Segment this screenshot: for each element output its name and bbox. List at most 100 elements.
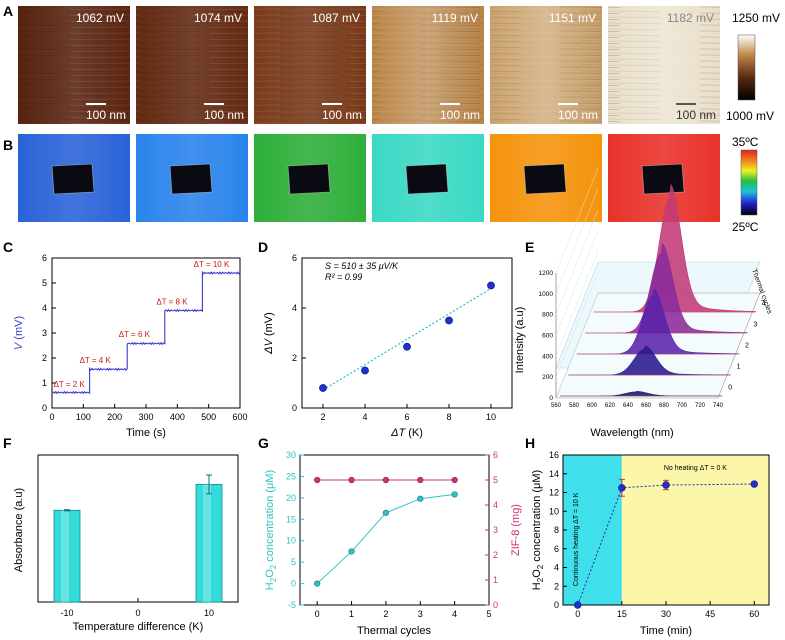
panel-letter-f: F (3, 435, 12, 451)
afm-tile-row: 1062 mV 100 nm 1074 mV 100 nm 1087 mV 100 nm 1… (18, 6, 720, 124)
y-tick-label: 4 (42, 303, 47, 313)
y-right-tick-label: 3 (493, 525, 498, 535)
y-tick-label: 4 (554, 563, 559, 573)
temp-colorbar-min-label: 25ºC (732, 220, 759, 234)
data-point (445, 316, 453, 325)
region-label: No heating ΔT = 0 K (664, 465, 727, 472)
y-right-tick-label: 1 (493, 575, 498, 585)
bar-highlight (61, 510, 69, 602)
y-axis-label: ΔV (mV) (263, 312, 275, 355)
data-point (314, 580, 321, 587)
x-tick-label: 500 (201, 412, 216, 422)
x-tick-label: 620 (605, 403, 616, 409)
grid-line (555, 167, 599, 274)
y-axis-label: Intensity (a.u) (514, 307, 526, 374)
potential-colorbar (737, 34, 756, 101)
y-axis-left-label: H2O2 concentration (μM) (264, 470, 278, 590)
z-tick-label: 3 (753, 322, 757, 329)
shaded-region (621, 455, 769, 605)
scale-bar-label: 100 nm (558, 108, 598, 122)
temperature-colorbar (740, 149, 758, 216)
x-tick-label: 600 (232, 412, 247, 422)
y-tick-label: 3 (42, 328, 47, 338)
afm-sheen (490, 6, 602, 124)
x-tick-label: 640 (623, 403, 634, 409)
y-axis-label: V (mV) (13, 316, 25, 350)
x-tick-label: 30 (661, 609, 671, 619)
afm-sheen (18, 6, 130, 124)
device-sample (287, 163, 331, 195)
y-tick-label: 200 (542, 374, 553, 381)
panel-h-chart: Continuous heating ΔT = 10 K No heating Δ… (531, 450, 770, 637)
temp-colorbar-max-label: 35ºC (732, 135, 759, 149)
scale-bar-label: 100 nm (204, 108, 244, 122)
data-point (451, 491, 458, 498)
x-tick-label: 700 (677, 403, 688, 409)
voltage-trace (51, 270, 241, 395)
data-point (319, 384, 327, 392)
data-point (417, 495, 424, 502)
x-tick-label: 200 (107, 412, 122, 422)
y-left-tick-label: -5 (288, 600, 296, 610)
y-tick-label: 400 (542, 353, 553, 360)
y-right-tick-label: 4 (493, 500, 498, 510)
x-tick-label: 4 (362, 412, 367, 422)
x-tick-label: 2 (320, 412, 325, 422)
x-axis-label: Thermal cycles (357, 625, 431, 637)
data-point (618, 484, 626, 492)
series-line (577, 483, 755, 606)
x-axis-label: Time (min) (640, 625, 692, 637)
y-tick-label: 1000 (539, 291, 554, 298)
x-axis-label: Temperature difference (K) (73, 621, 204, 633)
series-line (316, 493, 455, 584)
y-axis-label: H2O2 concentration (μM) (531, 470, 545, 590)
x-tick-label: 580 (569, 403, 580, 409)
x-tick-label: 5 (486, 609, 491, 619)
data-point (314, 476, 321, 484)
linear-fit (322, 287, 492, 391)
panel-f-chart: -10 0 10 Temperature difference (K) Absorb… (13, 454, 239, 633)
x-tick-label: 15 (617, 609, 627, 619)
y-tick-label: 14 (549, 469, 559, 479)
data-point (403, 342, 411, 351)
panel-letter-g: G (258, 435, 269, 451)
device-sample (169, 163, 213, 195)
x-tick-label: 3 (418, 609, 423, 619)
device-sample (523, 163, 567, 195)
data-point (382, 476, 390, 484)
delta-t-annotation: ΔT = 6 K (119, 330, 151, 339)
data-point (382, 509, 390, 516)
voltage-label: 1087 mV (312, 11, 360, 25)
y-left-tick-label: 5 (291, 557, 296, 567)
y-tick-label: 16 (549, 450, 559, 460)
x-tick-label: -10 (60, 608, 73, 618)
x-tick-label: 0 (315, 609, 320, 619)
x-axis-label: Wavelength (nm) (590, 427, 673, 439)
x-tick-label: 680 (659, 403, 670, 409)
device-sample (51, 163, 95, 195)
panel-letter-b: B (3, 137, 13, 153)
voltage-label: 1151 mV (549, 11, 596, 25)
voltage-label: 1182 mV (667, 11, 714, 25)
plot-frame (299, 454, 490, 606)
y-right-tick-label: 2 (493, 550, 498, 560)
panel-letter-a: A (3, 3, 13, 19)
bar (53, 509, 81, 603)
x-tick-label: 100 (76, 412, 91, 422)
grid-line (555, 230, 599, 336)
y-tick-label: 800 (542, 312, 553, 319)
y-tick-label: 4 (292, 303, 297, 313)
y-tick-label: 6 (42, 253, 47, 263)
x-tick-label: 2 (383, 609, 388, 619)
afm-sheen (372, 6, 484, 124)
voltage-label: 1062 mV (76, 11, 124, 25)
x-tick-label: 10 (486, 412, 496, 422)
grid-line (555, 251, 599, 357)
x-tick-label: 4 (452, 609, 457, 619)
panel-d-chart: 2 4 6 8 10 0 2 4 6 S = 510 ± 35 μV/K R² = 0.99 Δ… (263, 253, 513, 439)
grid-line (555, 272, 599, 378)
y-left-tick-label: 15 (286, 514, 296, 524)
data-point (348, 548, 355, 555)
